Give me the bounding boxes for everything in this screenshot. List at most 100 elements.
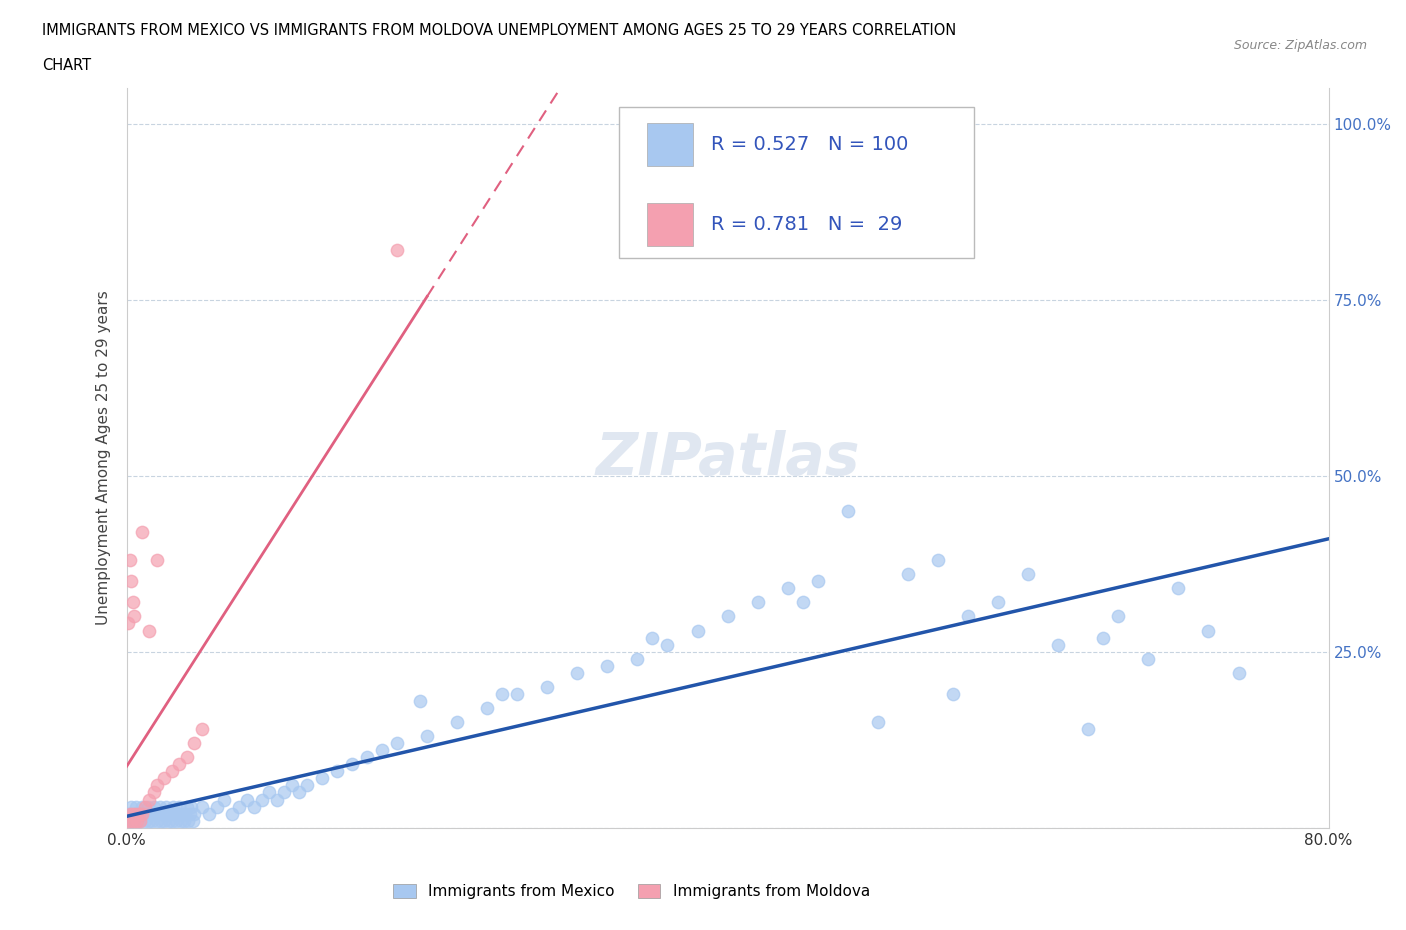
Point — [117, 813, 139, 828]
Point — [122, 813, 145, 828]
Point — [295, 778, 318, 793]
Point — [174, 806, 197, 821]
Point — [121, 806, 143, 821]
Point — [121, 595, 143, 610]
Point — [491, 686, 513, 701]
Point — [183, 806, 205, 821]
Point — [129, 813, 152, 828]
Point — [145, 552, 167, 567]
Point — [176, 750, 198, 764]
Point — [183, 736, 205, 751]
Text: CHART: CHART — [42, 58, 91, 73]
Point — [176, 799, 198, 814]
Point — [138, 792, 160, 807]
Point — [145, 778, 167, 793]
Point — [942, 686, 965, 701]
Point — [122, 806, 145, 821]
Point — [190, 799, 212, 814]
Point — [159, 806, 181, 821]
Point — [221, 806, 243, 821]
Point — [747, 595, 769, 610]
Point — [145, 813, 167, 828]
Text: Source: ZipAtlas.com: Source: ZipAtlas.com — [1233, 39, 1367, 52]
Point — [250, 792, 273, 807]
Text: R = 0.781   N =  29: R = 0.781 N = 29 — [711, 215, 903, 233]
Point — [181, 813, 204, 828]
Point — [927, 552, 949, 567]
Point — [273, 785, 295, 800]
Point — [243, 799, 266, 814]
Point — [385, 243, 408, 258]
Text: ZIPatlas: ZIPatlas — [595, 430, 860, 486]
Point — [117, 616, 139, 631]
Point — [956, 609, 979, 624]
Point — [536, 680, 558, 695]
Point — [446, 714, 468, 729]
Point — [567, 665, 589, 680]
Point — [117, 806, 139, 821]
Point — [165, 813, 187, 828]
Point — [506, 686, 529, 701]
Point — [198, 806, 221, 821]
FancyBboxPatch shape — [620, 107, 974, 259]
Point — [152, 806, 174, 821]
Text: IMMIGRANTS FROM MEXICO VS IMMIGRANTS FROM MOLDOVA UNEMPLOYMENT AMONG AGES 25 TO : IMMIGRANTS FROM MEXICO VS IMMIGRANTS FRO… — [42, 23, 956, 38]
Point — [153, 771, 176, 786]
Point — [641, 631, 664, 645]
Point — [866, 714, 889, 729]
Point — [142, 785, 165, 800]
Point — [124, 799, 146, 814]
Point — [129, 813, 152, 828]
Point — [371, 743, 394, 758]
Point — [169, 813, 191, 828]
Point — [281, 778, 304, 793]
Point — [128, 806, 150, 821]
Point — [326, 764, 349, 778]
Point — [172, 806, 194, 821]
Point — [1227, 665, 1250, 680]
Point — [228, 799, 250, 814]
Point — [1107, 609, 1129, 624]
Point — [190, 722, 212, 737]
Point — [340, 757, 363, 772]
Point — [180, 799, 202, 814]
Point — [160, 764, 183, 778]
Point — [155, 799, 177, 814]
Point — [266, 792, 288, 807]
Point — [1017, 566, 1039, 581]
Point — [124, 806, 146, 821]
Point — [160, 813, 183, 828]
Point — [385, 736, 408, 751]
Point — [776, 581, 799, 596]
Point — [897, 566, 920, 581]
Point — [1197, 623, 1219, 638]
Point — [1137, 651, 1160, 666]
Y-axis label: Unemployment Among Ages 25 to 29 years: Unemployment Among Ages 25 to 29 years — [96, 291, 111, 625]
Point — [1077, 722, 1099, 737]
Point — [311, 771, 333, 786]
Point — [120, 574, 142, 589]
Point — [141, 813, 163, 828]
Point — [596, 658, 619, 673]
Point — [153, 813, 176, 828]
Point — [135, 806, 157, 821]
Point — [686, 623, 709, 638]
Point — [162, 799, 184, 814]
Point — [118, 552, 141, 567]
Point — [134, 813, 156, 828]
FancyBboxPatch shape — [647, 123, 693, 166]
Point — [118, 813, 141, 828]
Point — [475, 700, 498, 715]
Point — [179, 806, 201, 821]
Point — [134, 799, 156, 814]
Point — [235, 792, 259, 807]
Point — [142, 799, 165, 814]
Point — [205, 799, 228, 814]
Point — [1092, 631, 1115, 645]
Point — [173, 813, 195, 828]
Point — [987, 595, 1010, 610]
Point — [288, 785, 311, 800]
Point — [125, 813, 148, 828]
Point — [626, 651, 648, 666]
Point — [837, 503, 859, 518]
